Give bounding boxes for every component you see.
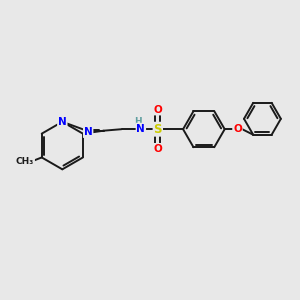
Text: H: H	[134, 117, 142, 126]
Text: O: O	[153, 144, 162, 154]
Text: CH₃: CH₃	[16, 158, 34, 166]
Text: N: N	[136, 124, 145, 134]
Text: S: S	[154, 123, 162, 136]
Text: N: N	[84, 127, 93, 137]
Text: O: O	[233, 124, 242, 134]
Text: O: O	[153, 105, 162, 115]
Text: N: N	[58, 117, 67, 127]
